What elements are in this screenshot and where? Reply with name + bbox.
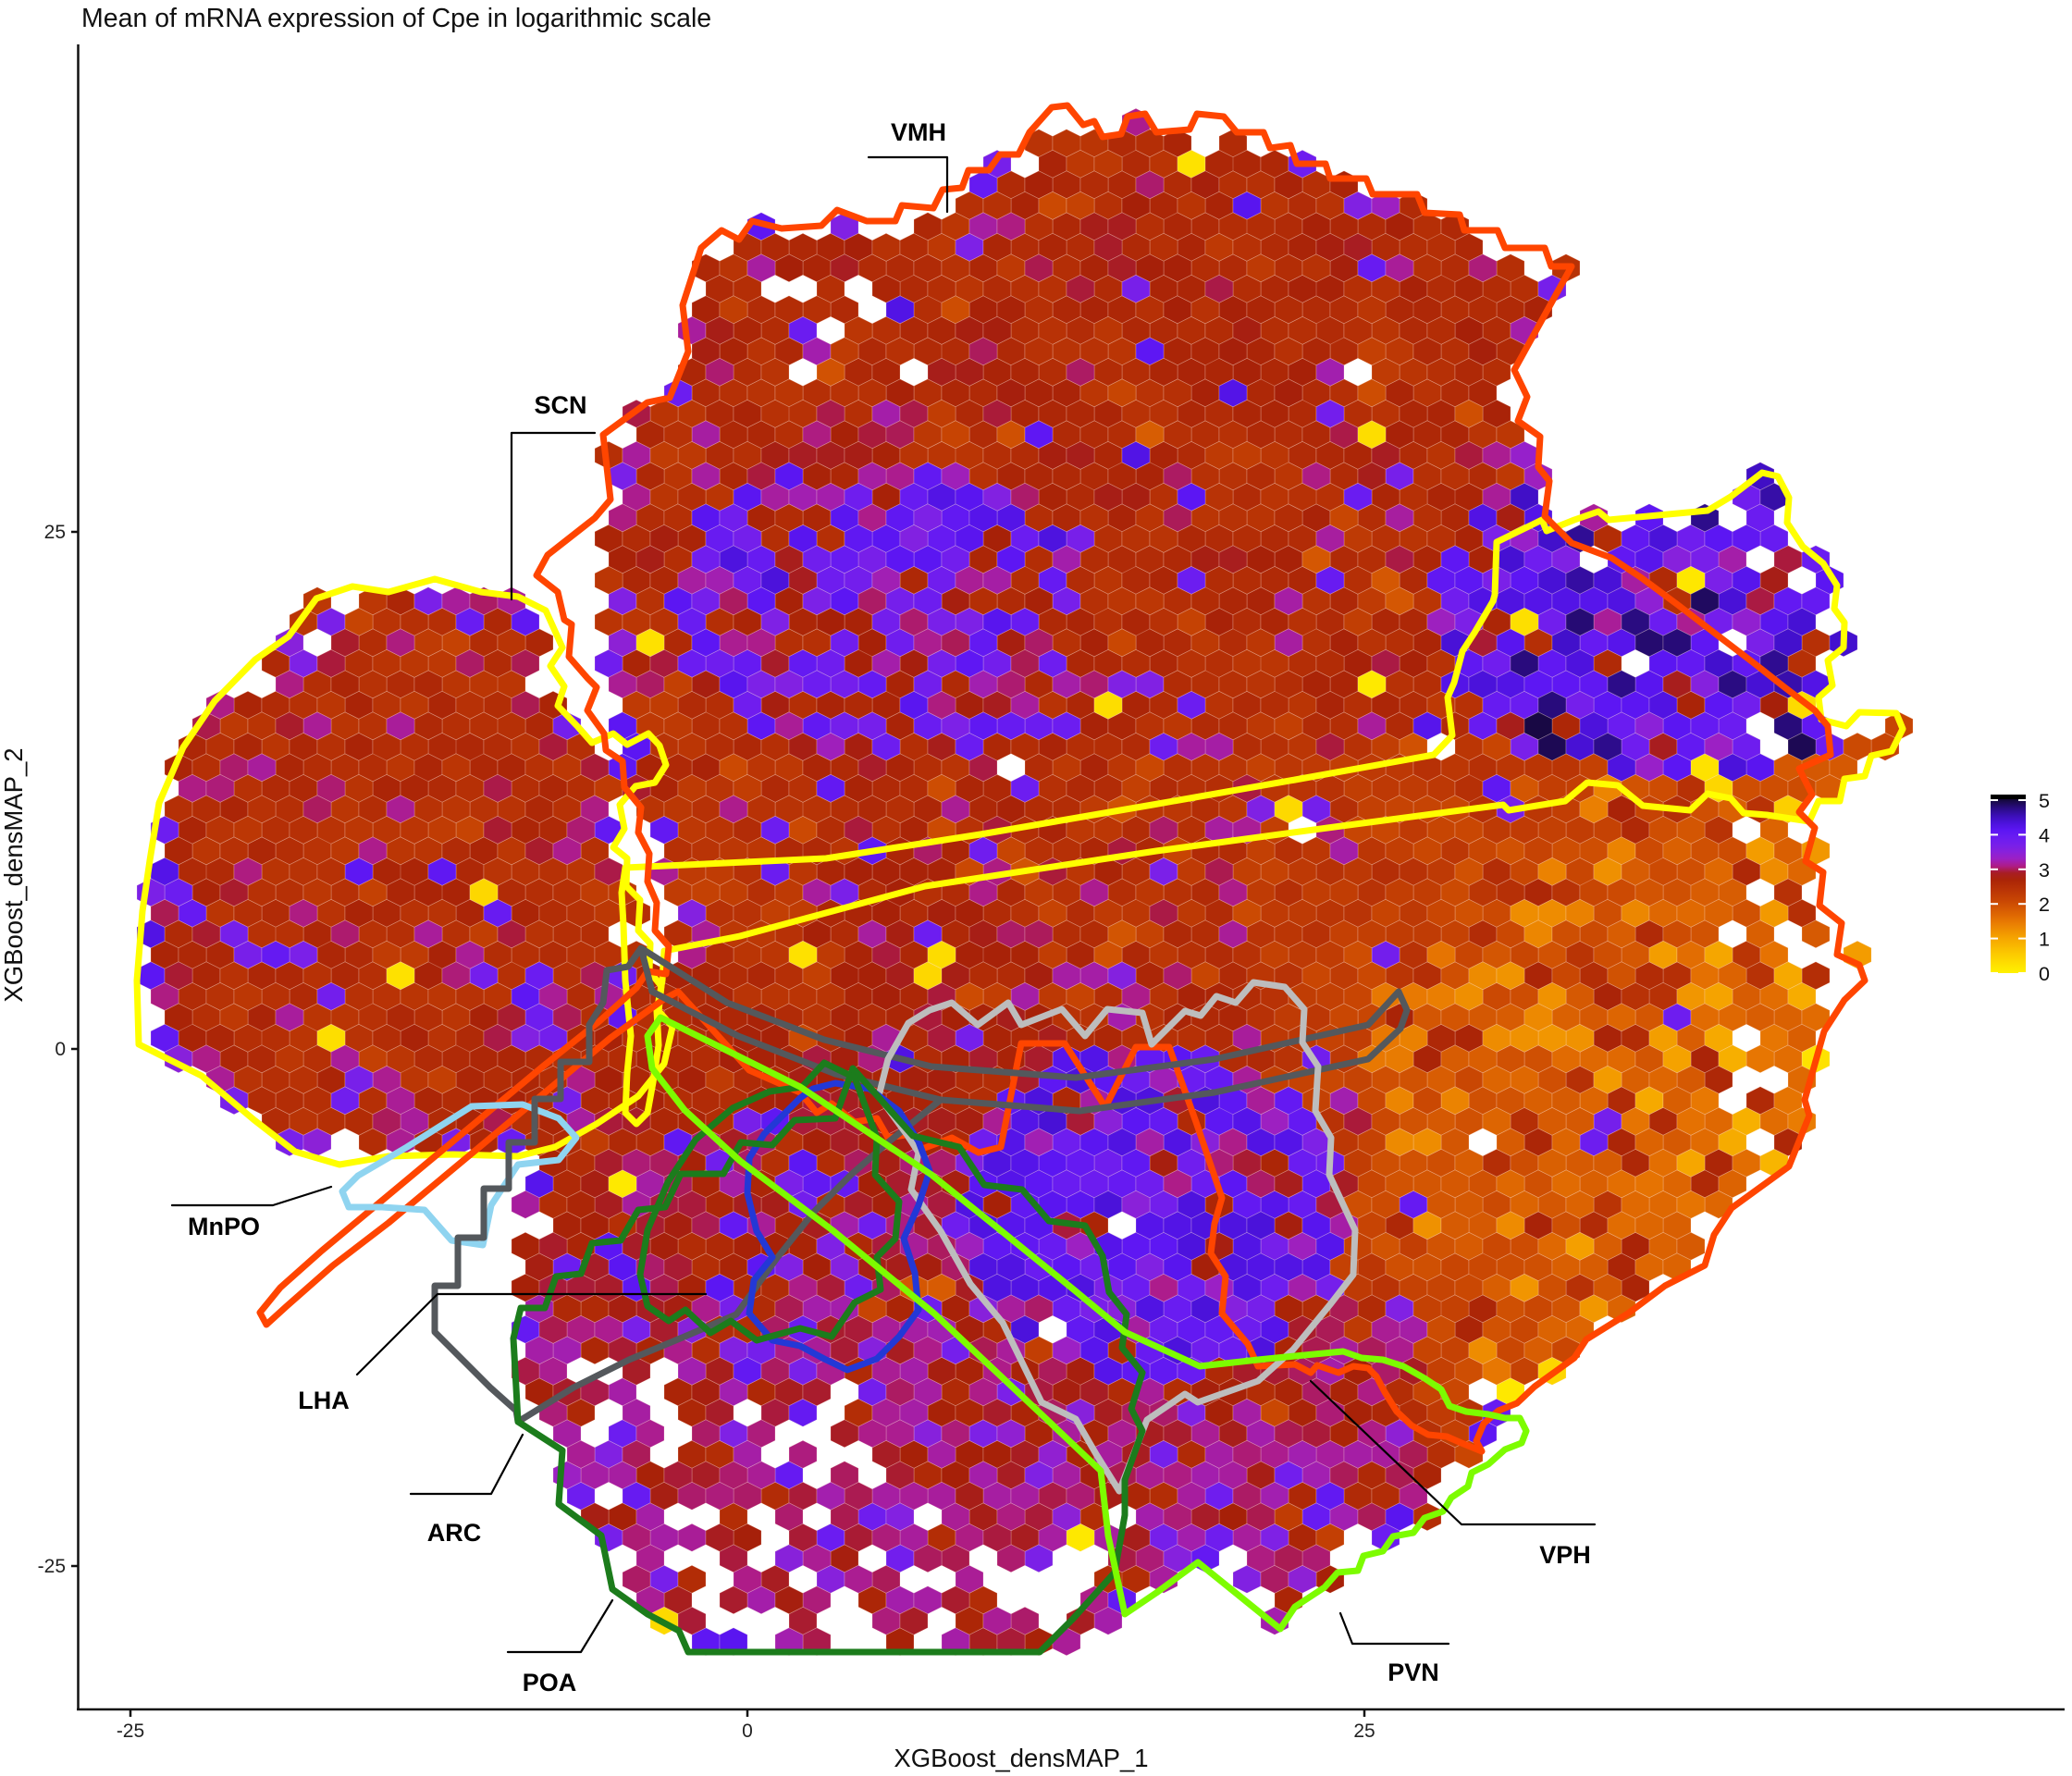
svg-text:-25: -25	[38, 1556, 66, 1577]
svg-text:2: 2	[2039, 894, 2050, 916]
svg-text:0: 0	[2039, 963, 2050, 985]
svg-text:PVN: PVN	[1388, 1659, 1439, 1686]
svg-text:Mean of mRNA expression of Cpe: Mean of mRNA expression of Cpe in logari…	[81, 4, 711, 33]
svg-text:5: 5	[2039, 790, 2050, 812]
svg-text:4: 4	[2039, 824, 2050, 846]
svg-text:-25: -25	[117, 1720, 144, 1742]
svg-text:1: 1	[2039, 929, 2050, 951]
svg-text:XGBoost_densMAP_2: XGBoost_densMAP_2	[0, 747, 28, 1002]
svg-text:VMH: VMH	[891, 118, 946, 146]
svg-text:25: 25	[44, 522, 66, 543]
svg-text:0: 0	[55, 1039, 66, 1060]
svg-text:MnPO: MnPO	[188, 1213, 260, 1240]
svg-text:VPH: VPH	[1539, 1541, 1591, 1569]
svg-text:POA: POA	[523, 1669, 577, 1696]
svg-text:25: 25	[1353, 1720, 1375, 1742]
svg-text:0: 0	[742, 1720, 753, 1742]
svg-text:3: 3	[2039, 859, 2050, 882]
svg-text:SCN: SCN	[534, 391, 586, 419]
svg-text:LHA: LHA	[298, 1387, 350, 1414]
svg-text:XGBoost_densMAP_1: XGBoost_densMAP_1	[894, 1744, 1148, 1772]
svg-text:ARC: ARC	[427, 1519, 482, 1547]
